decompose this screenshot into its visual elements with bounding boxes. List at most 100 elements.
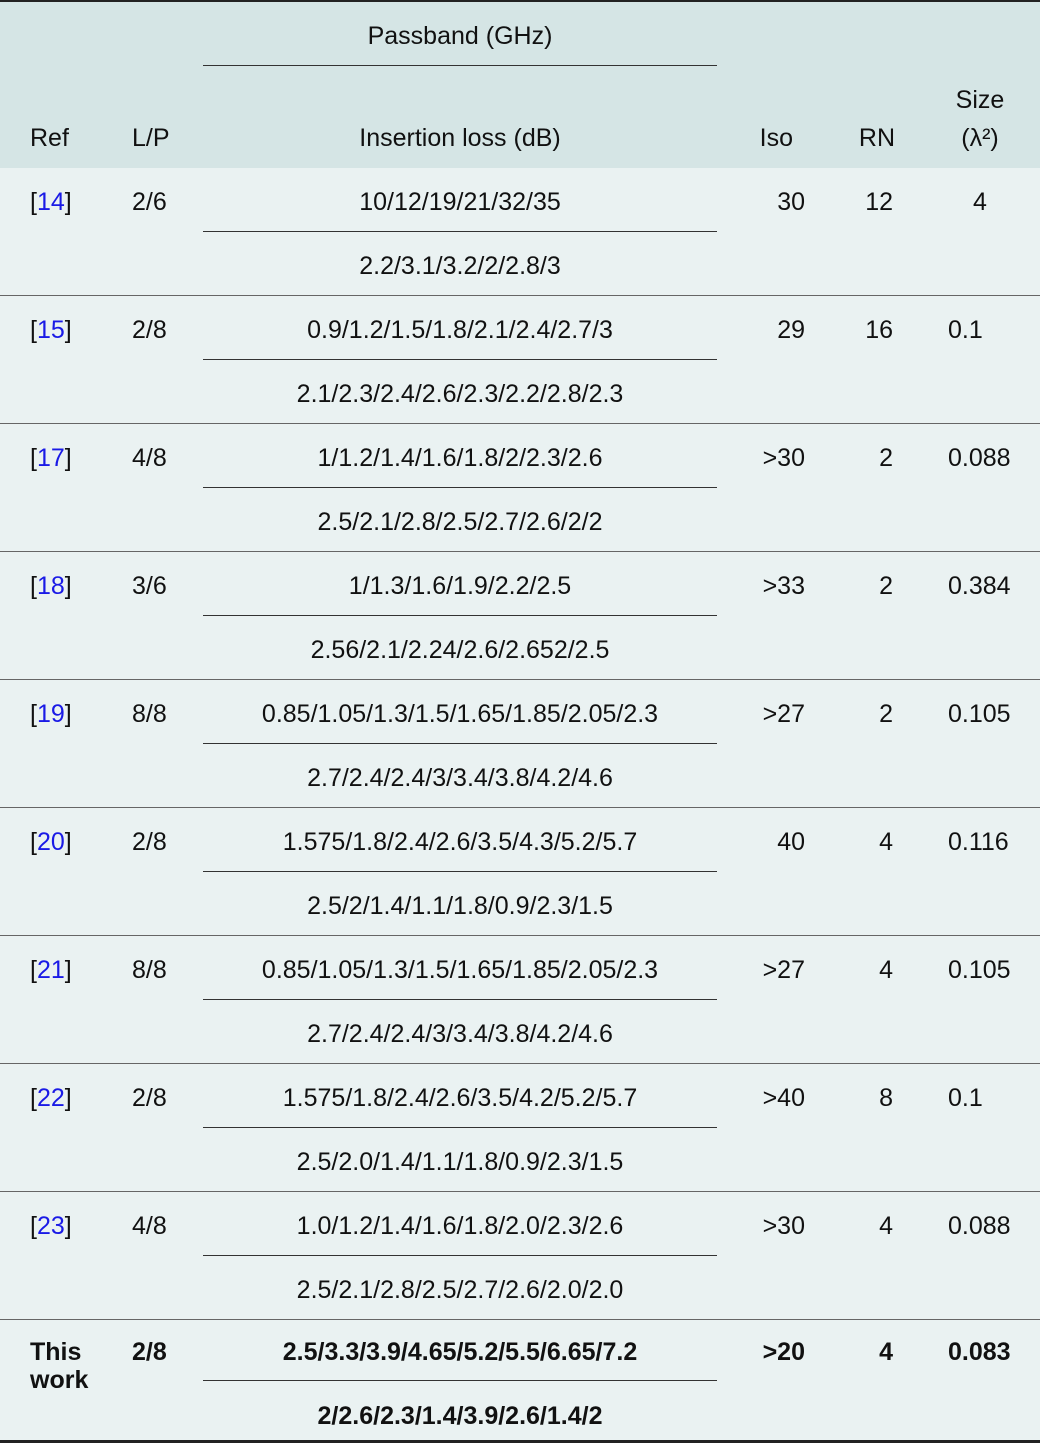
ref-link[interactable]: 17 <box>36 444 65 472</box>
size-cell: 0.088 <box>948 444 1011 472</box>
lp-cell: 8/8 <box>132 700 167 728</box>
insertion-loss-cell: 2.7/2.4/2.4/3/3.4/3.8/4.2/4.6 <box>307 1020 613 1048</box>
lp-cell: 2/8 <box>132 828 167 856</box>
iso-cell: >33 <box>762 572 805 600</box>
ref-link[interactable]: 20 <box>36 828 65 856</box>
table-row: [21] 8/8 0.85/1.05/1.3/1.5/1.65/1.85/2.05/… <box>0 936 1040 1064</box>
rn-cell: 12 <box>865 188 893 216</box>
passband-cell: 1.575/1.8/2.4/2.6/3.5/4.3/5.2/5.7 <box>282 828 638 856</box>
header-size: Size <box>955 86 1005 114</box>
header-ref: Ref <box>30 124 69 152</box>
cell-divider <box>203 231 717 232</box>
cell-divider <box>203 743 717 744</box>
lp-cell: 2/8 <box>132 1084 167 1112</box>
ref-cell: [14] <box>30 188 72 216</box>
size-cell: 0.088 <box>948 1212 1011 1240</box>
passband-cell: 1.0/1.2/1.4/1.6/1.8/2.0/2.3/2.6 <box>296 1212 624 1240</box>
this-work-label-2: work <box>30 1366 89 1394</box>
rn-cell: 2 <box>879 572 893 600</box>
iso-cell: >40 <box>762 1084 805 1112</box>
header-insertion-loss: Insertion loss (dB) <box>359 124 561 152</box>
ref-cell: [20] <box>30 828 72 856</box>
passband-cell: 1.575/1.8/2.4/2.6/3.5/4.2/5.2/5.7 <box>282 1084 638 1112</box>
ref-cell: [17] <box>30 444 72 472</box>
iso-cell: >30 <box>762 1212 805 1240</box>
size-cell: 4 <box>973 188 987 216</box>
size-cell: 0.116 <box>948 828 1009 856</box>
rn-cell: 16 <box>865 316 893 344</box>
lp-cell: 4/8 <box>132 1212 167 1240</box>
ref-link[interactable]: 19 <box>36 700 65 728</box>
rn-cell: 8 <box>879 1084 893 1112</box>
lp-cell: 2/8 <box>132 316 167 344</box>
this-work-label-1: This <box>30 1338 82 1366</box>
ref-cell: [23] <box>30 1212 72 1240</box>
lp-cell: 8/8 <box>132 956 167 984</box>
size-cell: 0.1 <box>948 316 983 344</box>
table-row: [14] 2/6 10/12/19/21/32/35 2.2/3.1/3.2/2/2.… <box>0 168 1040 296</box>
cell-divider <box>203 999 717 1000</box>
this-work-size: 0.083 <box>948 1338 1011 1366</box>
passband-cell: 0.85/1.05/1.3/1.5/1.65/1.85/2.05/2.3 <box>261 700 659 728</box>
iso-cell: >30 <box>762 444 805 472</box>
insertion-loss-cell: 2.56/2.1/2.24/2.6/2.652/2.5 <box>310 636 610 664</box>
insertion-loss-cell: 2.1/2.3/2.4/2.6/2.3/2.2/2.8/2.3 <box>296 380 624 408</box>
ref-cell: [18] <box>30 572 72 600</box>
cell-divider <box>203 1127 717 1128</box>
table-row: [15] 2/8 0.9/1.2/1.5/1.8/2.1/2.4/2.7/3 2.1/… <box>0 296 1040 424</box>
rn-cell: 4 <box>879 828 893 856</box>
iso-cell: 40 <box>777 828 805 856</box>
cell-divider <box>203 1255 717 1256</box>
passband-cell: 1/1.2/1.4/1.6/1.8/2/2.3/2.6 <box>317 444 603 472</box>
table-row: [22] 2/8 1.575/1.8/2.4/2.6/3.5/4.2/5.2/5.7… <box>0 1064 1040 1192</box>
insertion-loss-cell: 2.7/2.4/2.4/3/3.4/3.8/4.2/4.6 <box>307 764 613 792</box>
ref-cell: [21] <box>30 956 72 984</box>
size-cell: 0.105 <box>948 700 1011 728</box>
size-cell: 0.105 <box>948 956 1011 984</box>
insertion-loss-cell: 2.5/2.1/2.8/2.5/2.7/2.6/2.0/2.0 <box>296 1276 624 1304</box>
this-work-lp: 2/8 <box>132 1338 167 1366</box>
lp-cell: 4/8 <box>132 444 167 472</box>
cell-divider <box>203 1380 717 1381</box>
iso-cell: 29 <box>777 316 805 344</box>
header-size-unit: (λ²) <box>961 124 999 152</box>
passband-cell: 0.85/1.05/1.3/1.5/1.65/1.85/2.05/2.3 <box>261 956 659 984</box>
cell-divider <box>203 615 717 616</box>
cell-divider <box>203 487 717 488</box>
header-divider <box>203 65 717 66</box>
ref-link[interactable]: 18 <box>36 572 65 600</box>
table-row: [18] 3/6 1/1.3/1.6/1.9/2.2/2.5 2.56/2.1/2.2… <box>0 552 1040 680</box>
iso-cell: 30 <box>777 188 805 216</box>
size-cell: 0.384 <box>948 572 1011 600</box>
ref-cell: [22] <box>30 1084 72 1112</box>
rn-cell: 2 <box>879 700 893 728</box>
ref-link[interactable]: 21 <box>36 956 65 984</box>
this-work-loss: 2/2.6/2.3/1.4/3.9/2.6/1.4/2 <box>317 1402 603 1430</box>
header-rn: RN <box>858 124 895 152</box>
table-row: [23] 4/8 1.0/1.2/1.4/1.6/1.8/2.0/2.3/2.6 2.… <box>0 1192 1040 1320</box>
insertion-loss-cell: 2.2/3.1/3.2/2/2.8/3 <box>359 252 561 280</box>
lp-cell: 2/6 <box>132 188 167 216</box>
this-work-passband: 2.5/3.3/3.9/4.65/5.2/5.5/6.65/7.2 <box>282 1338 638 1366</box>
ref-link[interactable]: 22 <box>36 1084 65 1112</box>
table-row: [17] 4/8 1/1.2/1.4/1.6/1.8/2/2.3/2.6 2.5/2.… <box>0 424 1040 552</box>
iso-cell: >27 <box>762 956 805 984</box>
passband-cell: 0.9/1.2/1.5/1.8/2.1/2.4/2.7/3 <box>307 316 613 344</box>
header-lp: L/P <box>132 124 170 152</box>
passband-cell: 10/12/19/21/32/35 <box>359 188 561 216</box>
this-work-rn: 4 <box>879 1338 893 1366</box>
ref-link[interactable]: 23 <box>36 1212 65 1240</box>
size-cell: 0.1 <box>948 1084 983 1112</box>
passband-cell: 1/1.3/1.6/1.9/2.2/2.5 <box>348 572 572 600</box>
this-work-iso: >20 <box>762 1338 805 1366</box>
ref-link[interactable]: 14 <box>36 188 65 216</box>
rn-cell: 4 <box>879 956 893 984</box>
table-row-this-work: This work 2/8 2.5/3.3/3.9/4.65/5.2/5.5/6… <box>0 1320 1040 1443</box>
rn-cell: 4 <box>879 1212 893 1240</box>
header-iso: Iso <box>759 124 793 152</box>
table-header: Ref L/P Passband (GHz) Insertion loss (d… <box>0 0 1040 170</box>
ref-cell: [19] <box>30 700 72 728</box>
table-row: [19] 8/8 0.85/1.05/1.3/1.5/1.65/1.85/2.05/… <box>0 680 1040 808</box>
cell-divider <box>203 359 717 360</box>
ref-link[interactable]: 15 <box>36 316 65 344</box>
